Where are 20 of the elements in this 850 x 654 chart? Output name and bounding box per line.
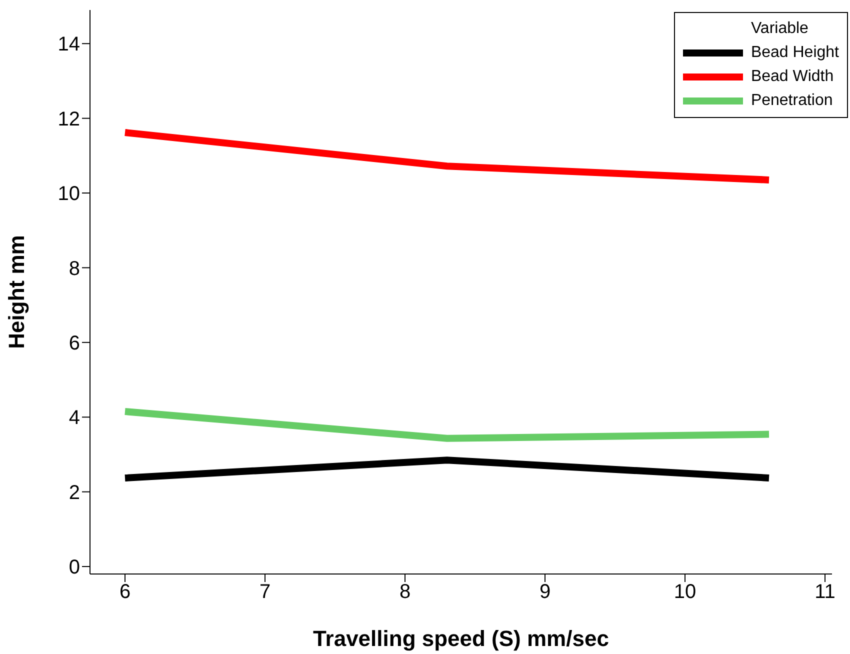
- x-tick-label: 9: [539, 581, 551, 604]
- y-axis-title: Height mm: [4, 235, 29, 349]
- legend-label: Bead Height: [750, 43, 839, 63]
- x-tick-label: 6: [119, 581, 131, 604]
- y-tick-label: 4: [68, 407, 80, 430]
- legend-label: Penetration: [750, 91, 833, 111]
- x-tick-label: 8: [399, 581, 411, 604]
- x-tick-label: 10: [674, 581, 696, 604]
- x-axis-title: Travelling speed (S) mm/sec: [313, 626, 609, 651]
- y-tick-label: 8: [68, 258, 80, 280]
- y-tick-label: 10: [58, 183, 80, 206]
- y-tick-label: 0: [68, 556, 80, 579]
- y-tick-label: 2: [68, 482, 80, 504]
- y-tick-label: 14: [58, 34, 80, 56]
- legend-title: Variable: [750, 19, 810, 39]
- y-tick-label: 12: [58, 108, 80, 130]
- legend-label: Bead Width: [750, 67, 834, 87]
- x-tick-label: 7: [259, 581, 271, 604]
- x-tick-label: 11: [814, 581, 836, 604]
- y-tick-label: 6: [68, 332, 80, 355]
